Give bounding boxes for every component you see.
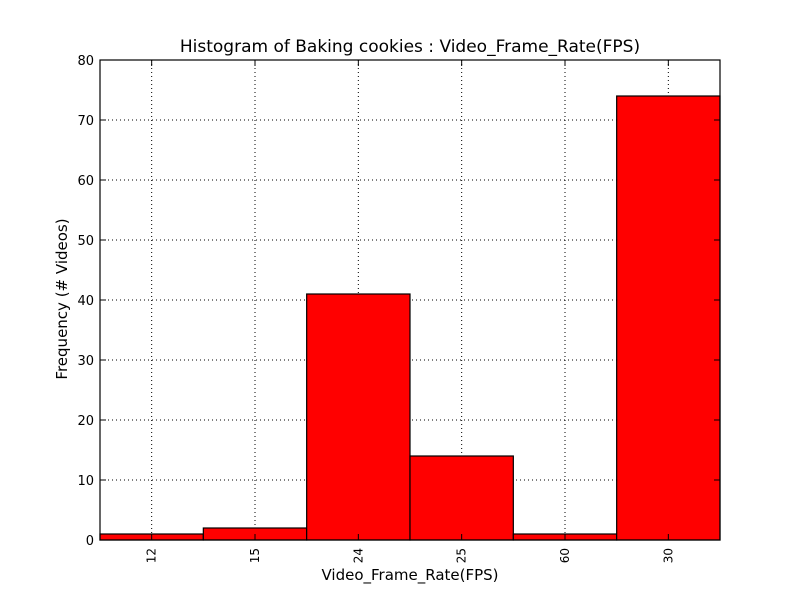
y-tick-label: 50: [77, 234, 94, 249]
x-tick-label: 30: [661, 548, 675, 563]
y-tick-label: 0: [86, 534, 94, 549]
histogram-bar: [306, 293, 411, 541]
x-tick-label: 60: [558, 548, 572, 563]
x-tick-label: 15: [248, 548, 262, 563]
y-tick-label: 20: [77, 414, 94, 429]
y-tick-label: 10: [77, 474, 94, 489]
histogram-bar: [409, 455, 514, 541]
y-tick-label: 60: [77, 174, 94, 189]
y-tick-label: 40: [77, 294, 94, 309]
y-tick-label: 30: [77, 354, 94, 369]
x-axis-label: Video_Frame_Rate(FPS): [321, 566, 498, 585]
histogram-bar: [616, 95, 721, 541]
y-tick-label: 80: [77, 54, 94, 69]
y-axis-label: Frequency (# Videos): [53, 218, 71, 379]
x-tick-label: 24: [351, 548, 365, 563]
x-tick-label: 12: [145, 548, 159, 563]
plot-area: 0 10 20 30 40 50 60 70 80 12 15 24 25 60 30: [77, 54, 721, 563]
y-tick-label: 70: [77, 114, 94, 129]
x-tick-label: 25: [455, 548, 469, 563]
chart-title: Histogram of Baking cookies : Video_Fram…: [180, 37, 640, 57]
